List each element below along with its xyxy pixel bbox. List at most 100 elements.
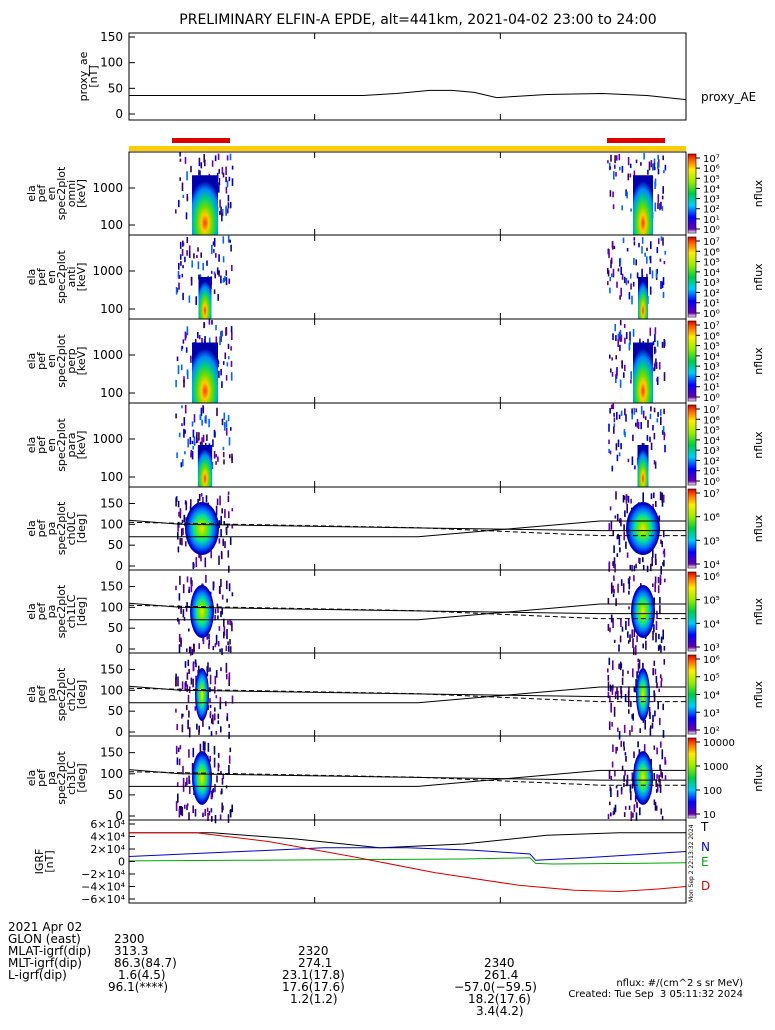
spectrum-pixel [619, 329, 622, 339]
pa-pixel [622, 669, 624, 677]
pa-core [185, 501, 219, 556]
pa-pixel [175, 801, 178, 811]
pa-pixel [636, 801, 638, 807]
pa-pixel [204, 743, 206, 751]
pa-pixel [633, 804, 636, 813]
spectrum-pixel [215, 461, 217, 465]
pa-pixel [625, 755, 627, 762]
colorbar-tick-label: 10⁵ [703, 258, 720, 269]
pa-pixel [608, 657, 611, 665]
colorbar-tick-label: 10⁶ [703, 572, 720, 583]
spectrum-pixel [222, 172, 225, 178]
spectrum-pixel [191, 421, 194, 427]
ylabel-line: pef [35, 602, 48, 621]
pa-pixel [231, 508, 234, 512]
pa-pixel [177, 532, 179, 540]
pa-pixel [653, 660, 656, 666]
spectrum-pixel [661, 341, 664, 348]
pa-pixel [612, 561, 614, 566]
pa-pixel [223, 521, 225, 525]
pa-pixel [662, 703, 664, 711]
colorbar-tick-label: 10⁷ [703, 489, 720, 500]
spectrum-pixel [193, 253, 195, 259]
pa-pixel [616, 553, 619, 557]
pa-pixel [609, 627, 611, 633]
pa-pixel [621, 765, 624, 771]
pa-pixel [624, 806, 627, 810]
y-tick-label: −4×10⁴ [81, 881, 125, 894]
pa-pixel [175, 496, 178, 502]
pa-pixel [654, 801, 657, 811]
spectrum-pixel [616, 155, 618, 161]
pa-pixel [653, 492, 655, 499]
pa-pixel [632, 713, 634, 721]
spectrum-pixel [656, 340, 659, 347]
spectrum-pixel [627, 173, 630, 181]
pa-pixel [218, 626, 221, 631]
spectrum-pixel [610, 259, 612, 269]
science-zone-bar-1 [172, 138, 230, 143]
spectrum-pixel [617, 439, 620, 447]
ylabel-line: spec2plot [55, 250, 68, 304]
pa-pixel [210, 808, 213, 813]
pa-pixel [186, 576, 189, 583]
spectrum-pixel [230, 372, 233, 381]
pa-pixel [649, 728, 652, 736]
spectrum-pixel [623, 276, 626, 284]
ylabel-line: [nT] [87, 65, 100, 87]
pa-pixel [231, 695, 234, 704]
pa-pixel [186, 803, 189, 807]
pa-pixel [662, 730, 665, 738]
spectrum-pixel [615, 335, 617, 341]
pa-pixel [631, 564, 633, 572]
y-tick-label: 100 [100, 302, 123, 316]
pa-pixel [636, 635, 638, 643]
spectrum-pixel [227, 415, 230, 422]
pa-pixel [619, 518, 622, 522]
y-tick-label: 50 [108, 704, 123, 718]
spectrum-pixel [219, 199, 221, 208]
spectrum-pixel [657, 159, 660, 168]
pa-pixel [656, 612, 658, 619]
spectrum-pixel [190, 449, 193, 457]
pa-pixel [228, 765, 230, 775]
colorbar-strip [687, 404, 697, 486]
spectrum-pixel [657, 154, 659, 160]
pa-pixel [660, 539, 662, 544]
pa-pixel [208, 726, 211, 730]
pa-pixel [210, 731, 213, 736]
pa-pixel [659, 491, 662, 501]
colorbar-label: nflux [752, 179, 765, 207]
ylabel-line: pa [45, 522, 58, 536]
y-tick-label: 100 [100, 600, 123, 614]
ylabel-line: spec2plot [55, 166, 68, 220]
pa-pixel [186, 672, 189, 680]
ylabel-line: en [45, 438, 58, 452]
pa-pixel [627, 495, 630, 503]
spectrum-pixel [186, 326, 189, 336]
spectrum-pixel [214, 155, 217, 162]
spectrum-pixel [178, 275, 181, 279]
ylabel-line: ela [25, 603, 38, 620]
info-v1: 1.6(4.5) [118, 968, 166, 982]
pa-pixel [220, 515, 222, 525]
spectrum-pixel [653, 162, 656, 171]
spectrum-pixel [191, 260, 193, 268]
pa-pixel [214, 814, 217, 824]
pa-pixel [188, 812, 190, 821]
spectrum-pixel [651, 270, 654, 279]
colorbar-tick-label: 10⁴ [703, 184, 720, 195]
science-zone-bar-2 [607, 138, 665, 143]
info-label: 2021 Apr 02 [8, 920, 83, 934]
spectrum-pixel [629, 339, 631, 345]
spectrum-pixel [229, 201, 232, 209]
spectrum-core [197, 445, 213, 487]
spectrum-pixel [618, 414, 621, 420]
spectrum-pixel [186, 194, 189, 200]
pa-pixel [176, 757, 179, 765]
pa-pixel [227, 491, 230, 495]
spectrum-pixel [644, 252, 646, 257]
spectrum-pixel [225, 176, 227, 183]
pa-pixel [200, 493, 203, 497]
spectrum-pixel [649, 327, 652, 336]
